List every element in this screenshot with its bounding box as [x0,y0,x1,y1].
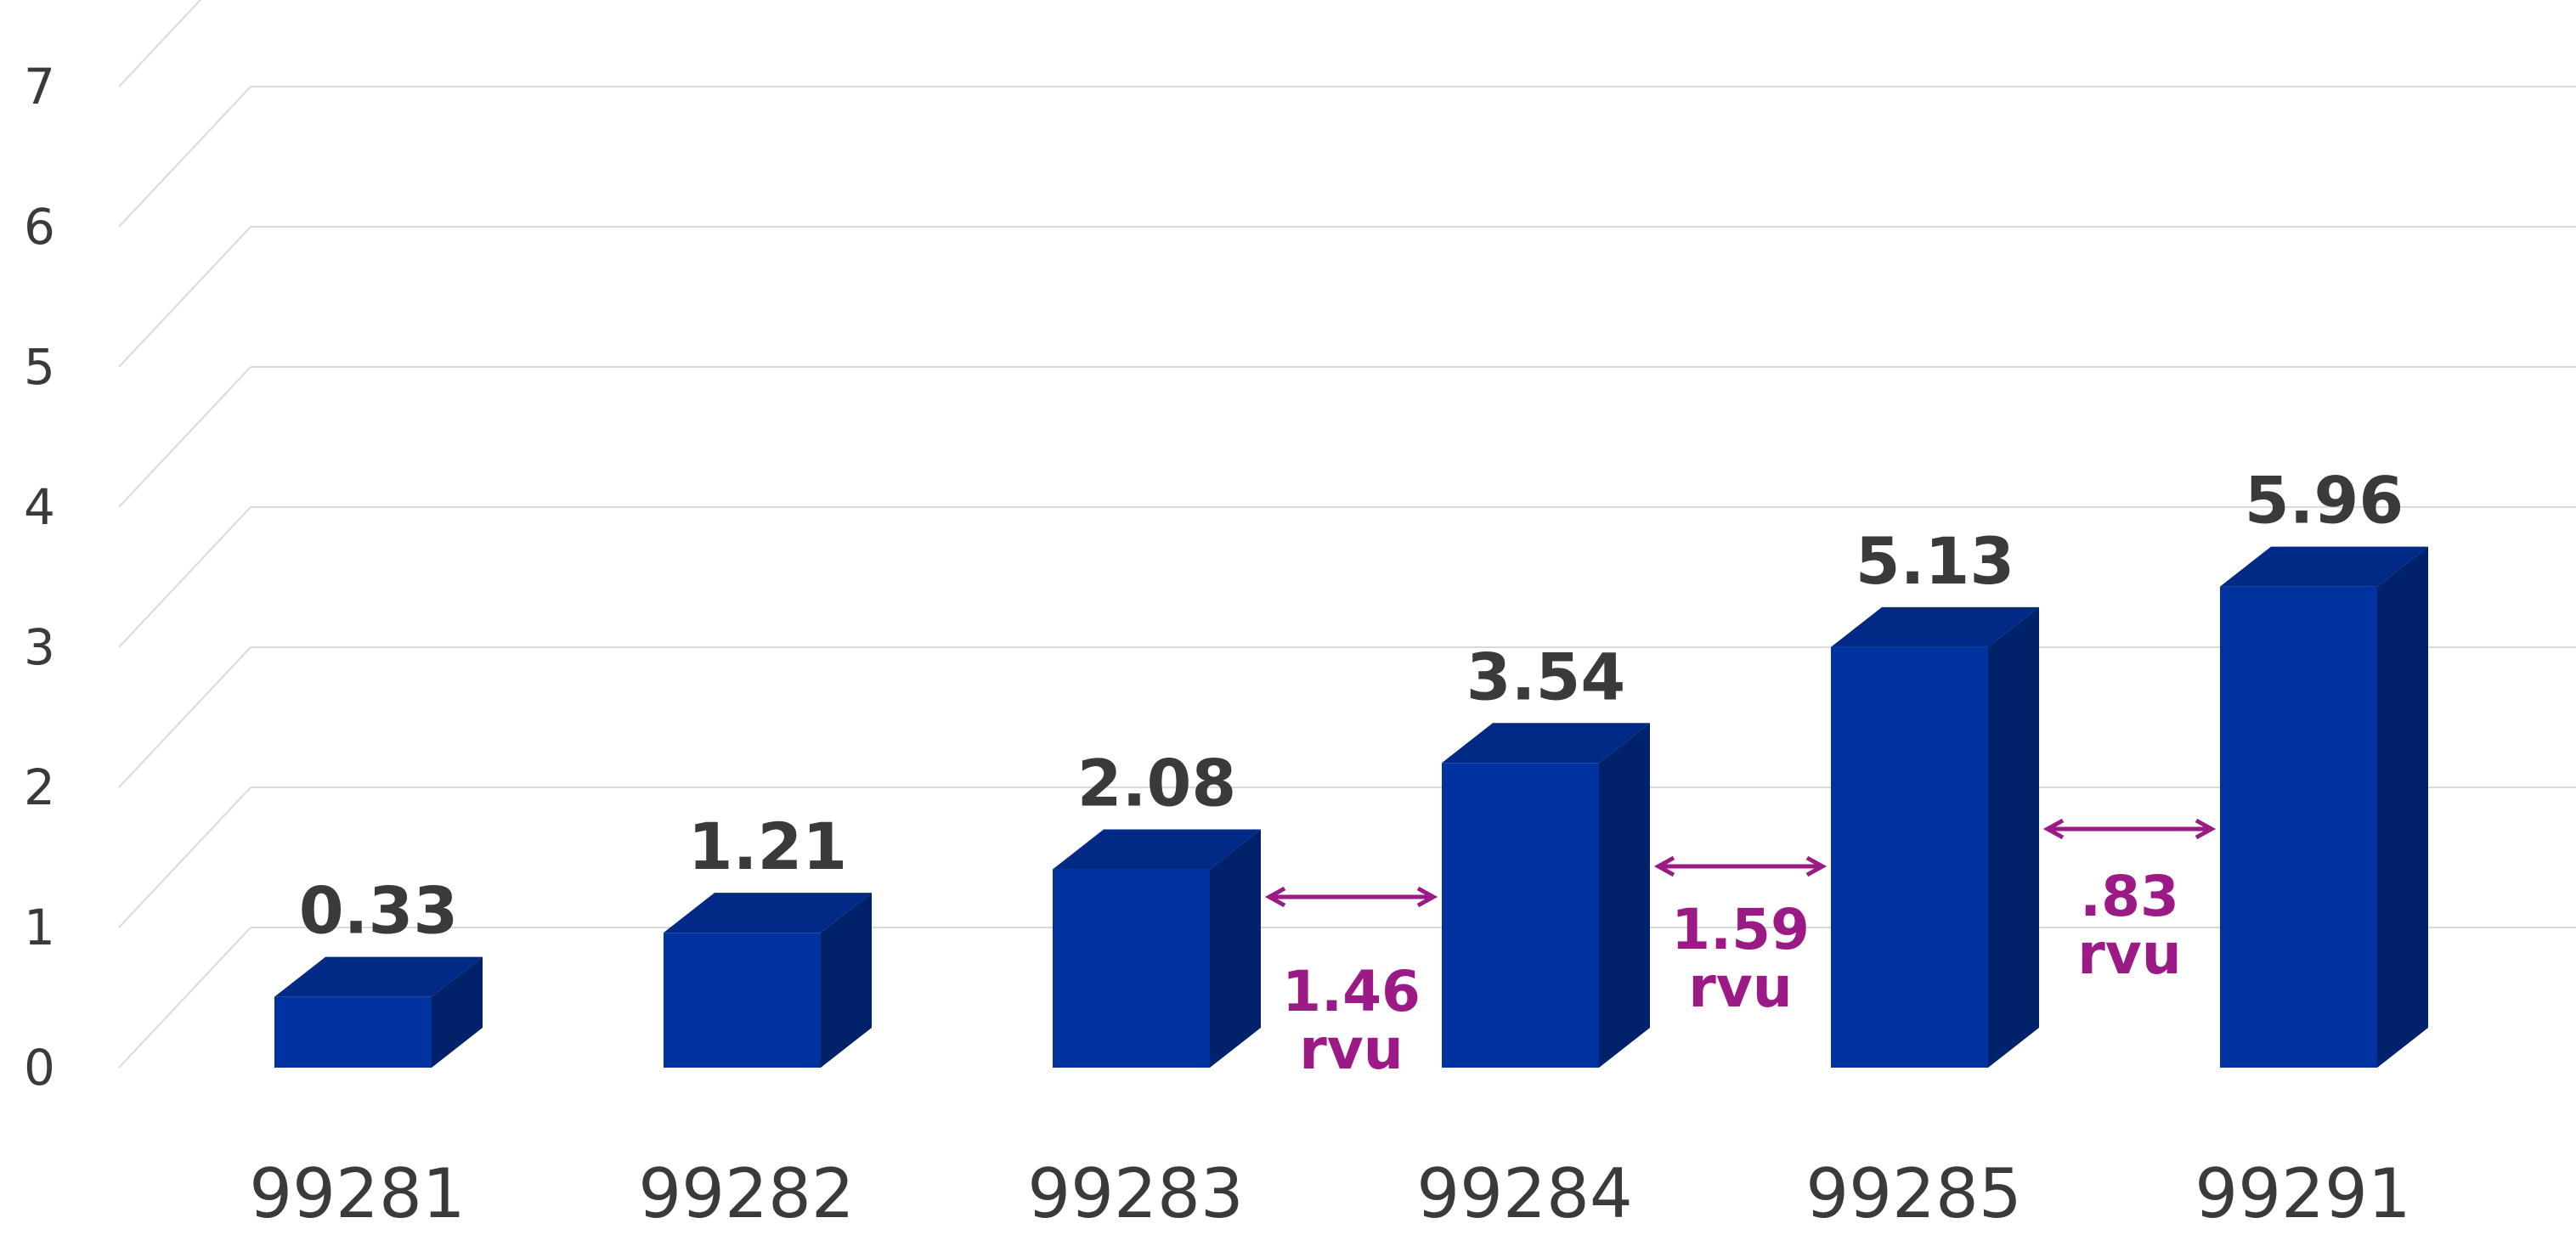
x-tick-label-99284: 99284 [1416,1154,1633,1233]
y-tick-label: 0 [24,1039,55,1097]
y-tick-label: 4 [24,478,55,536]
bar-front-99282 [664,933,821,1068]
gridline-depth-7 [118,0,202,87]
x-tick-label-99285: 99285 [1805,1154,2022,1233]
bar-front-99283 [1053,869,1210,1068]
bar-side-99281 [432,956,483,1068]
gridline-depth-2 [118,646,251,788]
y-tick-label: 5 [24,338,55,396]
gridline-depth-0 [118,927,251,1068]
data-label-99284: 3.54 [1466,639,1626,714]
annotation-value-label: 1.59 [1671,897,1810,962]
bar-front-99285 [1831,646,1988,1068]
x-tick-label-99291: 99291 [2195,1154,2411,1233]
annotation-arrowhead-right [1805,855,1827,877]
annotation-unit-label: rvu [1299,1017,1404,1082]
y-tick-label: 2 [24,758,55,816]
annotation-value-label: 1.46 [1282,959,1421,1024]
bar-side-99282 [821,893,872,1068]
bar-front-99281 [274,996,432,1068]
bar-side-99284 [1599,723,1650,1068]
y-tick-label: 7 [24,58,55,116]
data-label-99281: 0.33 [299,873,459,949]
x-tick-label-99281: 99281 [249,1154,466,1233]
x-tick-label-99282: 99282 [638,1154,855,1233]
annotation-arrowhead-right [1416,886,1438,908]
annotation-unit-label: rvu [1688,955,1793,1020]
bar-top-99291 [2220,546,2428,587]
bar-side-99285 [1988,606,2039,1068]
y-tick-label: 6 [24,198,55,256]
x-tick-label-99283: 99283 [1027,1154,1244,1233]
bar-front-99284 [1442,763,1599,1068]
gridline-depth-4 [118,366,251,508]
data-label-99285: 5.13 [1856,523,2015,599]
gridline-depth-3 [118,506,251,648]
annotation-arrowhead-left [1653,855,1675,877]
annotation-arrowhead-left [2042,818,2065,840]
annotation-arrowhead-right [2195,818,2217,840]
gridline-depth-5 [118,226,251,368]
bar-top-99283 [1053,829,1261,870]
gridline-depth-1 [118,787,251,928]
data-label-99283: 2.08 [1077,746,1237,821]
bar-top-99281 [274,956,483,997]
bar-top-99284 [1442,723,1650,764]
annotation-value-label: .83 [2080,864,2179,929]
y-tick-label: 3 [24,618,55,676]
bar-side-99291 [2377,546,2428,1068]
bar-front-99291 [2220,586,2377,1068]
data-label-99291: 5.96 [2245,463,2404,538]
data-label-99282: 1.21 [688,809,848,884]
bar-top-99282 [664,893,872,933]
gridline-depth-6 [118,86,251,228]
annotation-arrowhead-left [1264,886,1286,908]
bar-top-99285 [1831,606,2039,647]
y-tick-label: 1 [24,899,55,956]
bar-side-99283 [1210,829,1261,1068]
annotation-unit-label: rvu [2077,922,2182,987]
